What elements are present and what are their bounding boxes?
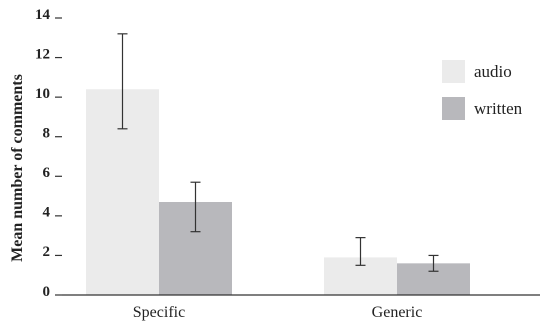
y-tick-label: 6: [43, 165, 51, 181]
y-tick-label: 8: [43, 125, 51, 141]
category-labels: Specific Generic: [133, 304, 423, 321]
legend-swatch-audio: [442, 60, 465, 83]
error-bars: [117, 33, 439, 272]
legend: audio written: [442, 60, 523, 120]
y-axis-ticks: 0 2 4 6 8 10 12 14: [35, 7, 62, 300]
y-tick-label: 2: [43, 244, 51, 260]
y-tick-label: 10: [35, 86, 50, 102]
bars: [86, 89, 470, 295]
legend-swatch-written: [442, 97, 465, 120]
category-label-generic: Generic: [372, 304, 423, 321]
error-bar-written-generic: [428, 254, 439, 272]
y-tick-label: 4: [43, 205, 51, 221]
legend-label-audio: audio: [474, 62, 512, 81]
category-label-specific: Specific: [133, 304, 185, 321]
legend-label-written: written: [474, 99, 523, 118]
y-tick-label: 0: [43, 284, 51, 300]
y-axis-title: Mean number of comments: [9, 74, 26, 262]
y-tick-label: 12: [35, 46, 50, 62]
error-bar-written-specific: [190, 181, 201, 233]
error-bar-audio-generic: [355, 237, 366, 266]
y-tick-label: 14: [35, 7, 51, 23]
error-bar-audio-specific: [117, 33, 128, 130]
